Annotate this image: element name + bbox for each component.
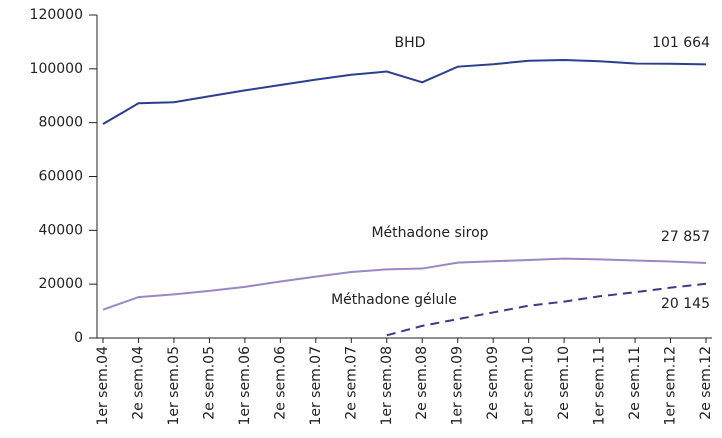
x-tick-label: 2e sem.09 — [485, 346, 501, 420]
x-tick-label: 2e sem.11 — [627, 346, 643, 420]
y-tick-label: 80000 — [38, 115, 83, 131]
x-tick-label: 2e sem.10 — [556, 346, 572, 420]
value-label: 20 145 — [661, 296, 710, 312]
x-tick-label: 1er sem.10 — [521, 346, 537, 426]
y-tick-label: 0 — [74, 330, 83, 346]
y-tick-label: 120000 — [30, 7, 83, 23]
y-tick-label: 100000 — [30, 61, 83, 77]
series-line — [102, 257, 707, 311]
x-tick-label: 1er sem.12 — [663, 346, 679, 426]
x-tick-label: 2e sem.12 — [698, 346, 714, 420]
x-tick-label: 1er sem.04 — [95, 346, 111, 426]
value-label: 27 857 — [661, 229, 710, 245]
series-line — [102, 58, 707, 125]
x-tick-label: 1er sem.11 — [592, 346, 608, 426]
y-tick-label: 20000 — [38, 276, 83, 292]
series-label: Méthadone sirop — [371, 225, 488, 241]
x-tick-label: 2e sem.05 — [201, 346, 217, 420]
x-tick-label: 2e sem.08 — [414, 346, 430, 420]
x-tick-label: 1er sem.09 — [450, 346, 466, 426]
x-tick-label: 2e sem.06 — [272, 346, 288, 420]
series-label: Méthadone gélule — [331, 292, 457, 308]
x-tick-label: 1er sem.07 — [308, 346, 324, 426]
x-tick-label: 1er sem.08 — [379, 346, 395, 426]
series-label: BHD — [395, 35, 426, 51]
x-tick-label: 1er sem.05 — [166, 346, 182, 426]
x-tick-label: 1er sem.06 — [237, 346, 253, 426]
x-tick-label: 2e sem.07 — [343, 346, 359, 420]
y-tick-label: 40000 — [38, 222, 83, 238]
y-tick-label: 60000 — [38, 169, 83, 185]
x-tick-label: 2e sem.04 — [130, 346, 146, 420]
value-label: 101 664 — [652, 35, 710, 51]
series-line — [386, 282, 707, 337]
